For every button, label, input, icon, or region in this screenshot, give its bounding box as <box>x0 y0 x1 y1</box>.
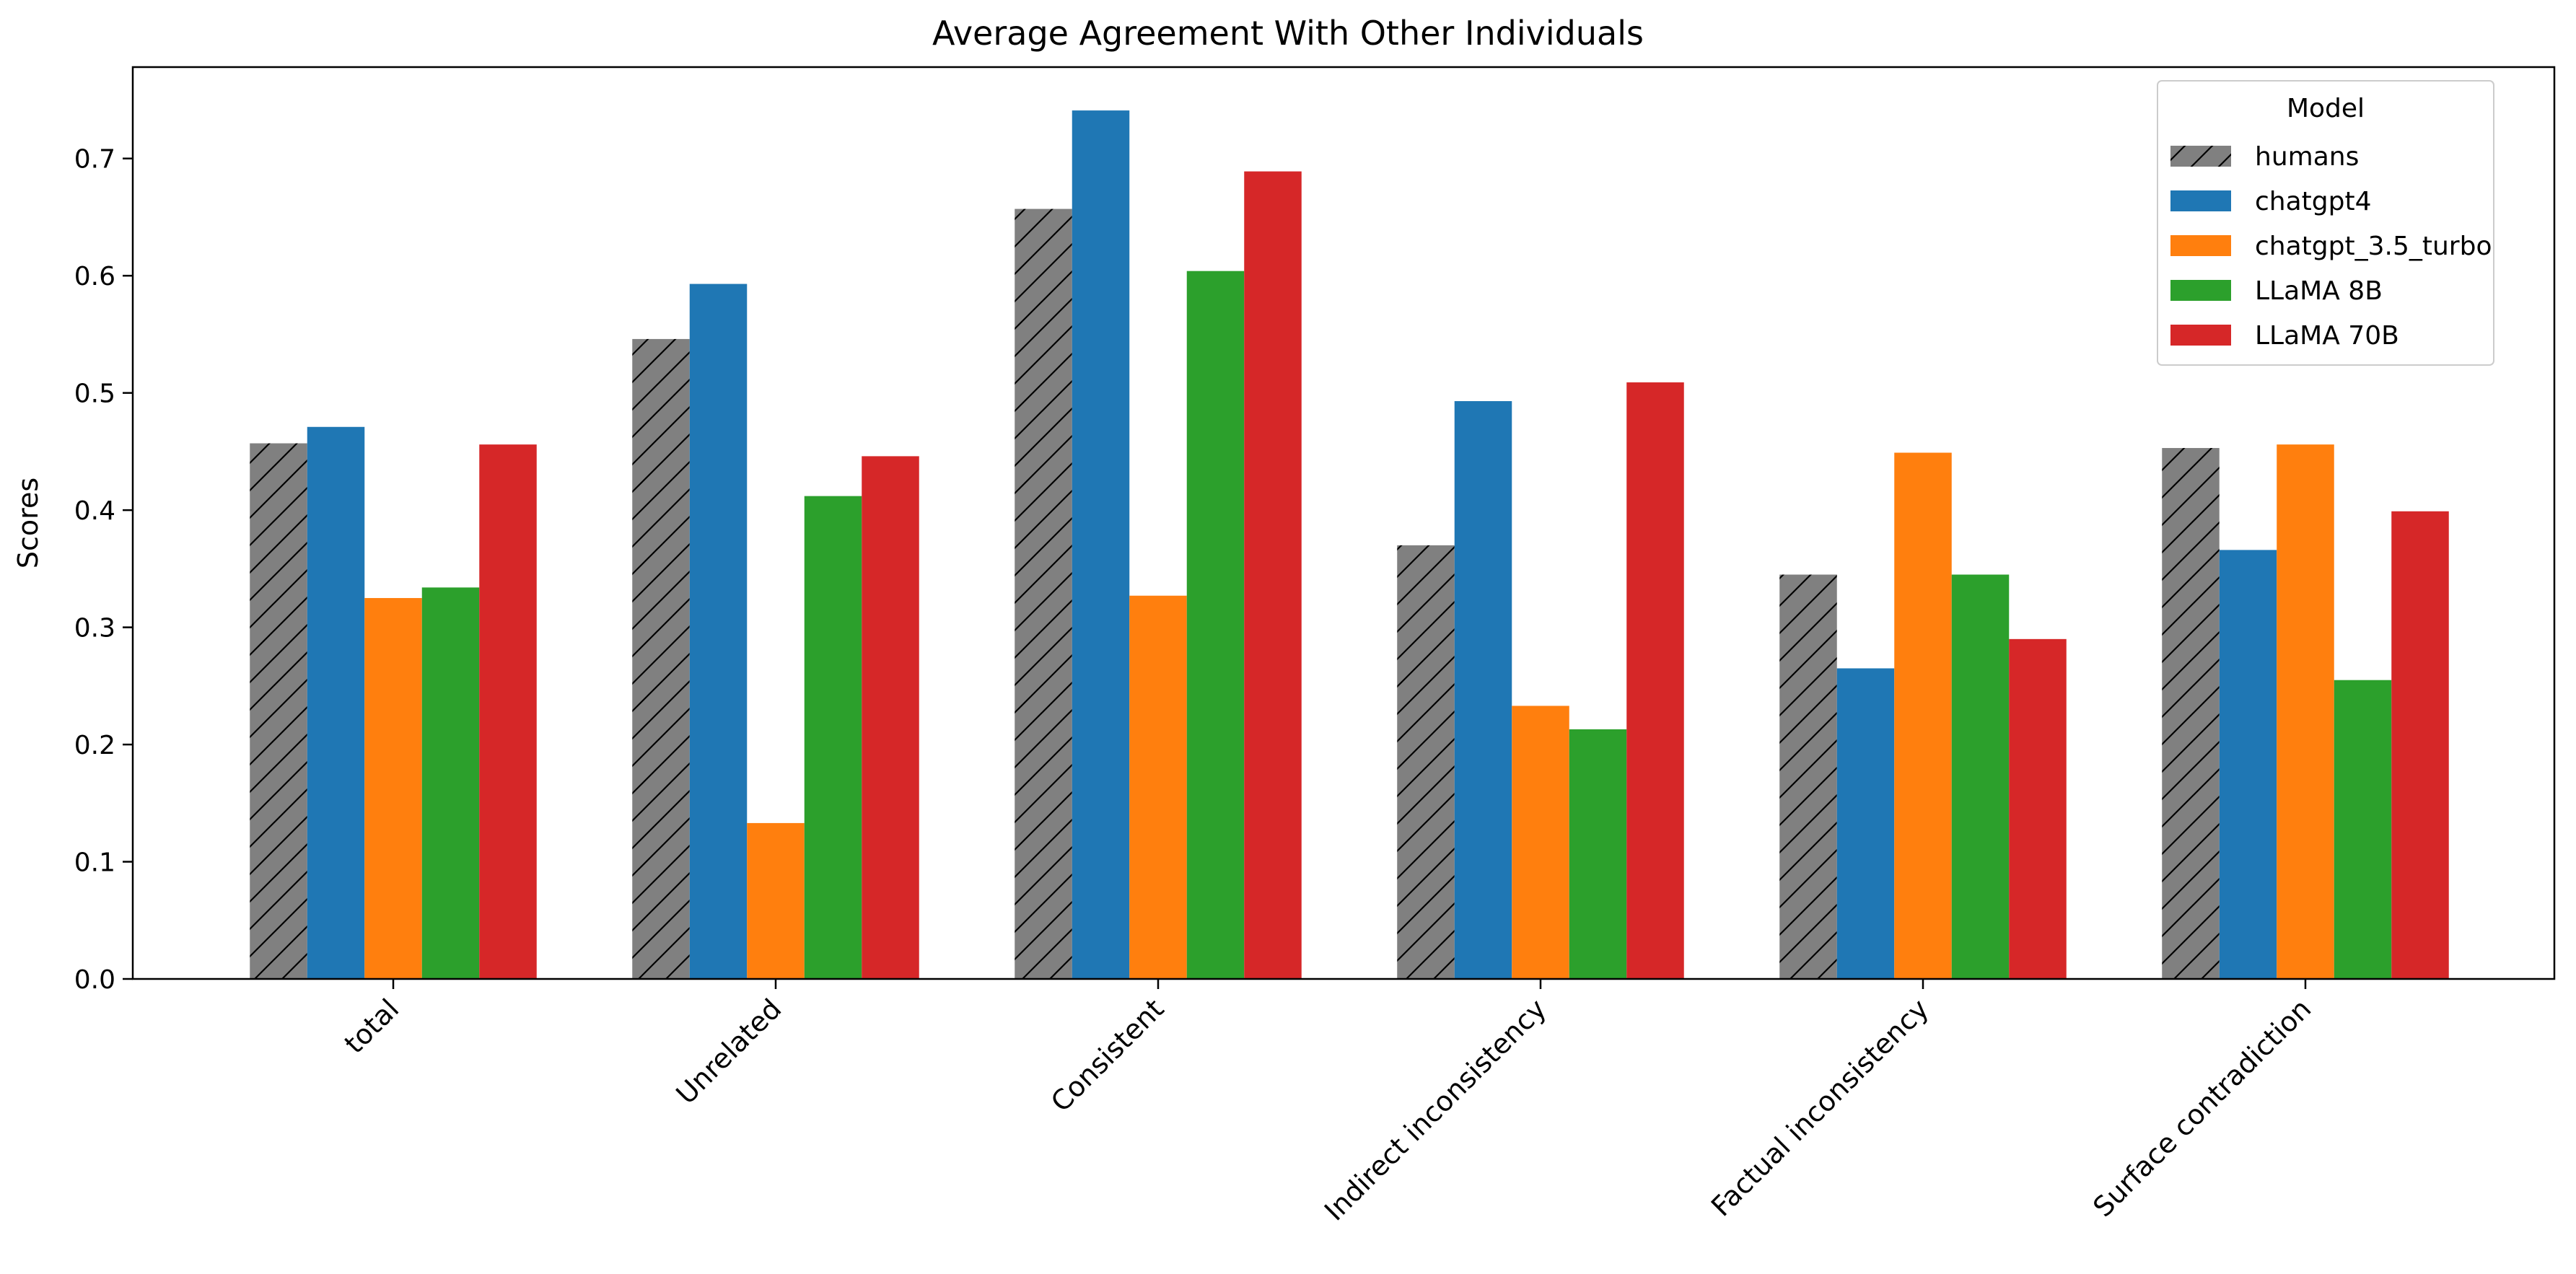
bar-llama-70b-4 <box>2009 638 2067 979</box>
y-tick-label: 0.2 <box>74 731 115 760</box>
legend-swatch <box>2170 235 2231 256</box>
y-tick-label: 0.6 <box>74 262 115 291</box>
x-tick-label: Consistent <box>1045 993 1170 1117</box>
bar-chatgpt4-1 <box>689 284 748 979</box>
bar-chatgpt-3-5-turbo-0 <box>364 597 422 979</box>
legend-box <box>2157 80 2494 366</box>
bar-chatgpt4-3 <box>1454 401 1512 979</box>
bar-llama-70b-5 <box>2391 511 2449 979</box>
legend-label: humans <box>2255 142 2359 172</box>
y-tick-label: 0.5 <box>74 379 115 409</box>
bar-chatgpt-3-5-turbo-3 <box>1512 706 1569 979</box>
bar-llama-70b-3 <box>1626 382 1684 979</box>
x-tick-label: total <box>338 993 406 1060</box>
bar-humans-1 <box>632 338 690 980</box>
bar-humans-5 <box>2162 448 2220 979</box>
bar-humans-2 <box>1015 208 1072 979</box>
bar-llama-70b-0 <box>479 444 537 979</box>
legend-swatch <box>2170 146 2231 167</box>
bar-chatgpt-3-5-turbo-5 <box>2277 444 2334 979</box>
bar-humans-3 <box>1397 545 1455 979</box>
x-tick-label: Factual inconsistency <box>1705 993 1935 1222</box>
plot-area-frame <box>131 66 2556 980</box>
legend-swatch <box>2170 280 2231 301</box>
bar-chatgpt4-0 <box>307 426 365 979</box>
bar-llama-8b-4 <box>1951 574 2010 979</box>
legend-label: LLaMA 8B <box>2255 276 2383 306</box>
legend-swatch <box>2170 190 2231 211</box>
bar-humans-4 <box>1779 574 1837 979</box>
bar-llama-8b-2 <box>1186 271 1245 979</box>
legend: Model humans chatgpt4 chatgpt_3.5_turbo LLaM… <box>2157 80 2494 366</box>
bar-chatgpt-3-5-turbo-4 <box>1894 452 1952 979</box>
x-tick-label: Indirect inconsistency <box>1318 993 1552 1226</box>
legend-label: LLaMA 70B <box>2255 321 2399 351</box>
chart-title: Average Agreement With Other Individuals <box>932 14 1644 53</box>
bars-layer <box>250 110 2449 980</box>
y-axis-label: Scores <box>12 478 44 568</box>
bar-llama-8b-1 <box>804 496 862 979</box>
y-tick-label: 0.1 <box>74 848 115 878</box>
legend-title: Model <box>2287 94 2365 123</box>
bar-chatgpt-3-5-turbo-2 <box>1129 595 1187 979</box>
bar-llama-70b-2 <box>1244 171 1302 979</box>
y-tick-label: 0.4 <box>74 496 115 526</box>
y-tick-label: 0.7 <box>74 145 115 175</box>
y-tick-label: 0.0 <box>74 965 115 995</box>
bar-chatgpt4-4 <box>1836 668 1895 979</box>
legend-label: chatgpt_3.5_turbo <box>2255 232 2492 261</box>
x-axis-ticks: total Unrelated Consistent Indirect inconsi… <box>338 979 2317 1227</box>
bar-llama-8b-0 <box>421 587 480 979</box>
legend-label: chatgpt4 <box>2255 187 2372 216</box>
bar-humans-0 <box>250 443 307 979</box>
x-tick-label: Surface contradiction <box>2087 993 2317 1223</box>
bar-llama-8b-3 <box>1569 729 1627 979</box>
bar-chatgpt4-2 <box>1072 110 1130 979</box>
bar-llama-8b-5 <box>2334 680 2392 979</box>
bar-llama-70b-1 <box>862 456 919 979</box>
bar-chatgpt4-5 <box>2219 550 2277 979</box>
bar-chatgpt-3-5-turbo-1 <box>747 822 805 979</box>
x-tick-label: Unrelated <box>670 993 788 1110</box>
y-axis-ticks: 0.0 0.1 0.2 0.3 0.4 0.5 0.6 0.7 <box>74 145 133 995</box>
legend-swatch <box>2170 325 2231 346</box>
y-tick-label: 0.3 <box>74 614 115 643</box>
